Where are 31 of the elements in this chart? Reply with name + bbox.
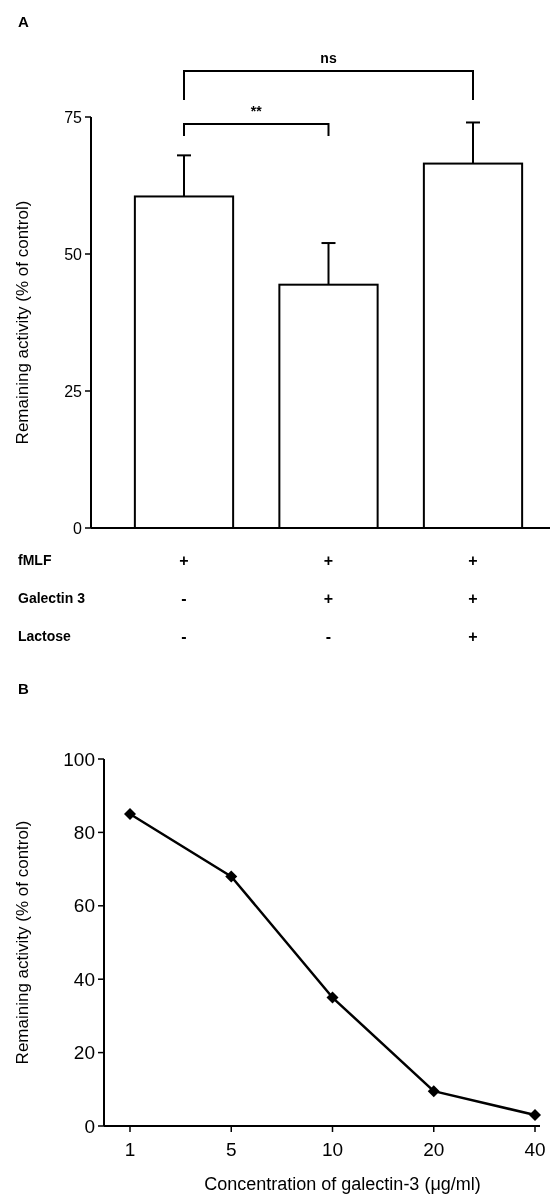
y-tick-label: 100 [63, 748, 95, 770]
x-tick-label: 1 [124, 1139, 136, 1160]
annotation: ** [250, 103, 263, 119]
y-axis-title: Remaining activity (% of control) [13, 820, 32, 1065]
y-tick-label: 60 [73, 895, 95, 917]
point [225, 870, 238, 883]
point [427, 1085, 440, 1098]
y-tick-label: 20 [73, 1042, 95, 1064]
x-tick-label: 40 [524, 1139, 546, 1160]
x-tick-label: 5 [225, 1139, 237, 1160]
category-label: + + - [323, 551, 334, 645]
y-axis-title: Remaining activity (% of control) [13, 200, 32, 445]
y-tick-label: 80 [73, 822, 95, 844]
x-tick-label: 10 [321, 1139, 344, 1160]
y-tick-label: 75 [64, 108, 83, 126]
category-label: + + + [468, 551, 478, 645]
point [326, 991, 339, 1004]
point [124, 808, 136, 821]
point [529, 1108, 541, 1121]
y-tick-label: 50 [64, 245, 83, 263]
chart-title: B [18, 680, 29, 697]
y-tick-label: 40 [73, 968, 95, 990]
category-label: + - - [179, 551, 189, 645]
x-tick-label: 20 [423, 1139, 445, 1160]
y-tick-label: 0 [73, 519, 83, 537]
chart-title: A [18, 13, 29, 30]
y-tick-label: 0 [84, 1115, 95, 1137]
text: fMLF Galectin 3 Lactose [18, 551, 85, 644]
x-axis-title: Concentration of galectin-3 (μg/ml) [204, 1174, 481, 1194]
text: ns [320, 50, 337, 66]
y-tick-label: 25 [64, 382, 83, 400]
